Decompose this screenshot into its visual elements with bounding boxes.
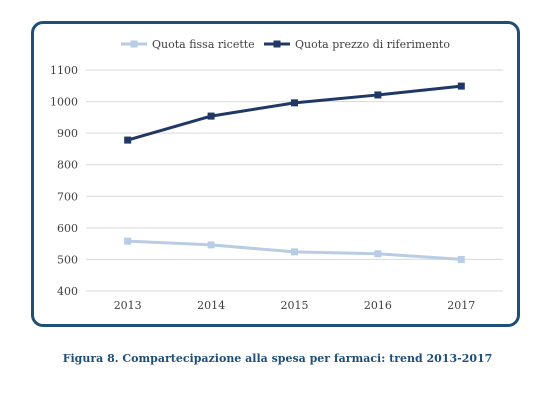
chart-frame	[31, 21, 520, 327]
x-tick-label: 2017	[447, 299, 475, 312]
y-tick-label: 800	[57, 159, 78, 172]
data-point	[291, 248, 298, 256]
y-tick-label: 500	[57, 253, 78, 266]
y-tick-label: 1000	[50, 96, 78, 109]
legend-label: Quota prezzo di riferimento	[295, 38, 450, 51]
data-point	[207, 112, 215, 120]
x-tick-label: 2013	[114, 299, 142, 312]
y-tick-label: 400	[57, 285, 78, 298]
y-tick-label: 600	[57, 222, 78, 235]
y-tick-label: 900	[57, 127, 78, 140]
data-point	[457, 255, 465, 263]
data-point	[207, 241, 215, 249]
x-tick-label: 2015	[281, 299, 309, 312]
data-point	[291, 99, 298, 107]
data-point	[374, 250, 382, 258]
data-point	[374, 91, 382, 99]
data-point	[457, 82, 465, 90]
legend-label: Quota fissa ricette	[152, 38, 255, 51]
y-tick-label: 1100	[50, 64, 78, 77]
y-tick-label: 700	[57, 190, 78, 203]
data-point	[124, 237, 132, 245]
series-line	[127, 84, 462, 142]
line-chart: 400 500 600 700 800 900 1000 1100 2013 2014 2015 20…	[50, 38, 503, 312]
legend-marker	[273, 40, 281, 48]
x-tick-label: 2016	[364, 299, 392, 312]
figure-caption: Figura 8. Compartecipazione alla spesa p…	[62, 352, 493, 365]
x-tick-label: 2014	[197, 299, 225, 312]
legend-marker	[130, 40, 138, 48]
data-point	[124, 136, 132, 144]
